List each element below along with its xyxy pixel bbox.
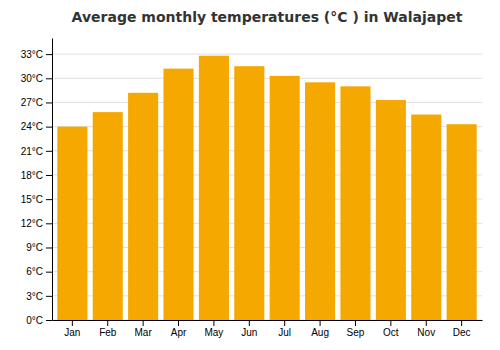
x-tick-mark [461,320,462,326]
y-tick-mark [46,247,52,248]
x-tick: May [204,320,223,338]
grid-line [52,78,482,79]
y-tick-label: 24°C [21,121,43,132]
x-tick: Feb [99,320,117,338]
y-tick: 6°C [26,266,52,277]
x-tick: Sep [347,320,365,338]
x-tick-label: Sep [347,327,365,338]
y-tick-mark [46,54,52,55]
x-tick-mark [390,320,391,326]
x-tick-label: Jun [241,327,257,338]
y-tick-mark [46,102,52,103]
bar [270,76,300,320]
y-tick-label: 12°C [21,218,43,229]
bar [93,112,123,320]
x-tick-label: Jan [64,327,80,338]
bar [305,82,335,320]
y-tick-mark [46,151,52,152]
y-tick-label: 30°C [21,73,43,84]
x-tick-mark [213,320,214,326]
x-tick-label: Nov [417,327,435,338]
bar [128,93,158,320]
y-tick-mark [46,127,52,128]
bar [447,124,477,320]
x-tick-mark [72,320,73,326]
y-tick-mark [46,272,52,273]
y-tick-mark [46,296,52,297]
bar [234,66,264,320]
y-tick: 27°C [21,97,52,108]
y-tick-mark [46,320,52,321]
y-tick: 18°C [21,170,52,181]
x-tick: Dec [453,320,471,338]
grid [52,54,482,320]
y-tick: 30°C [21,73,52,84]
x-tick-mark [426,320,427,326]
x-tick: Jul [278,320,291,338]
bar [411,115,441,320]
x-tick-mark [320,320,321,326]
x-tick-label: Apr [171,327,187,338]
y-tick: 9°C [26,242,52,253]
title: Average monthly temperatures (°C ) in Wa… [72,9,463,25]
x-axis: Jan Feb Mar Apr May Jun Jul Aug Sep Oct Nov Dec [53,320,483,338]
y-tick-mark [46,175,52,176]
x-tick: Nov [417,320,435,338]
x-tick-label: Oct [383,327,399,338]
y-tick-label: 3°C [26,291,43,302]
y-tick-label: 0°C [26,315,43,326]
axis-line [53,320,483,321]
y-tick-label: 9°C [26,242,43,253]
y-tick-label: 18°C [21,170,43,181]
y-tick: 24°C [21,121,52,132]
x-tick: Aug [311,320,329,338]
x-tick-label: Feb [99,327,117,338]
y-tick: 0°C [26,315,52,326]
x-tick-label: Aug [311,327,329,338]
y-tick: 12°C [21,218,52,229]
x-tick-mark [107,320,108,326]
x-tick-mark [284,320,285,326]
bar [376,100,406,320]
bar [340,86,370,320]
x-tick: Oct [383,320,399,338]
x-tick: Apr [171,320,187,338]
x-tick-label: Jul [278,327,291,338]
y-tick-mark [46,223,52,224]
bar [199,56,229,320]
grid-line [52,54,482,55]
y-axis: 0°C 3°C 6°C 9°C 12°C 15°C 18°C 21°C 24°C 27°C 30°C… [21,39,53,326]
chart: 0°C 3°C 6°C 9°C 12°C 15°C 18°C 21°C 24°C 27°C 30°C… [0,0,500,350]
y-tick: 21°C [21,146,52,157]
y-tick-mark [46,78,52,79]
y-tick: 33°C [21,49,52,60]
plot-area [57,56,476,320]
bar [163,69,193,320]
x-tick-label: Mar [135,327,153,338]
bar [57,127,87,320]
x-tick-mark [143,320,144,326]
axis-line [52,39,53,321]
x-tick-mark [355,320,356,326]
y-tick: 3°C [26,291,52,302]
x-tick: Jan [64,320,80,338]
x-tick: Jun [241,320,257,338]
y-tick-label: 15°C [21,194,43,205]
x-tick-label: Dec [453,327,471,338]
y-tick-mark [46,199,52,200]
y-tick: 15°C [21,194,52,205]
grid-line [52,102,482,103]
y-tick-label: 6°C [26,266,43,277]
x-tick-mark [249,320,250,326]
x-tick-label: May [204,327,223,338]
x-tick: Mar [135,320,153,338]
y-tick-label: 33°C [21,49,43,60]
x-tick-mark [178,320,179,326]
y-tick-label: 27°C [21,97,43,108]
y-tick-label: 21°C [21,146,43,157]
